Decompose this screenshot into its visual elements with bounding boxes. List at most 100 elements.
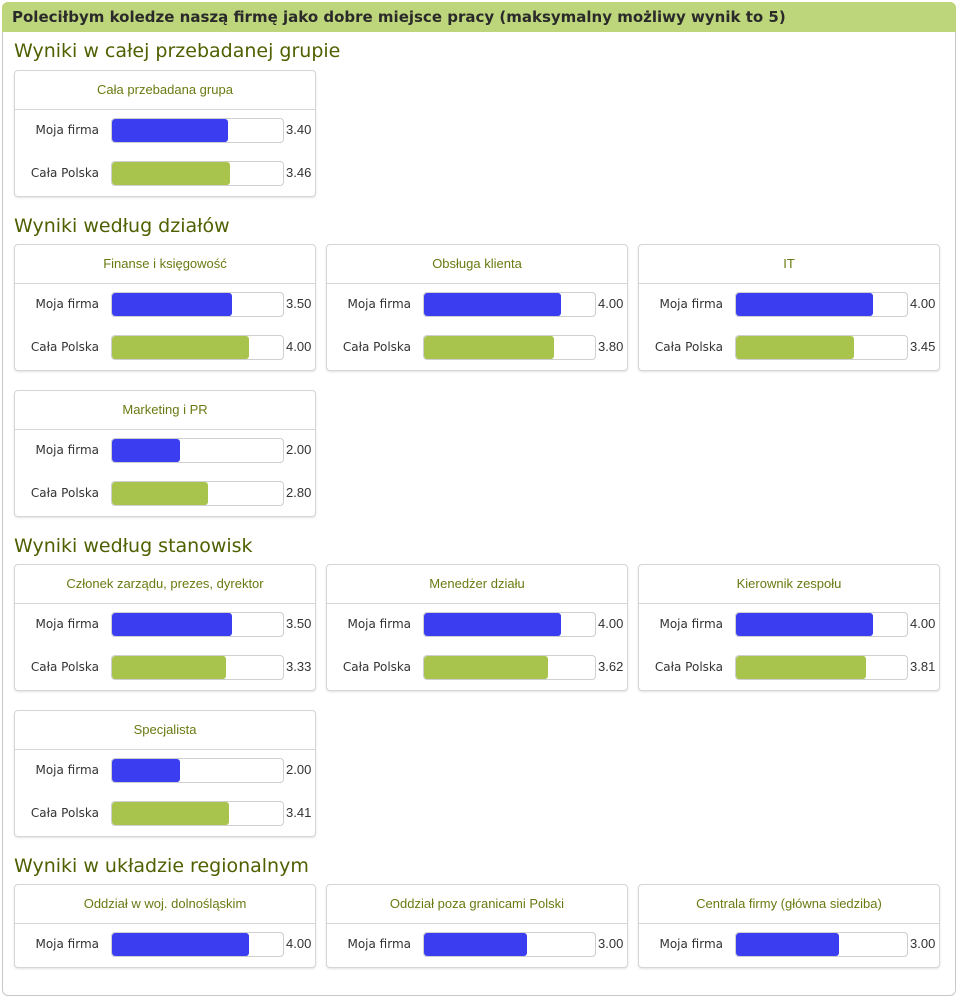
value-label: 3.50 xyxy=(286,296,312,311)
card-title: Centrala firmy (główna siedziba) xyxy=(639,885,939,924)
bar-cala-polska xyxy=(424,656,548,679)
bar-moja-firma xyxy=(736,613,873,636)
result-card: Oddział w woj. dolnośląskim Moja firma 4.0… xyxy=(14,884,316,968)
series-label: Moja firma xyxy=(659,937,723,951)
bar-track xyxy=(111,161,284,186)
bar-row: Cała Polska 3.33 xyxy=(15,647,315,690)
card-title: Oddział poza granicami Polski xyxy=(327,885,627,924)
card-title: Cała przebadana grupa xyxy=(15,71,315,110)
bar-moja-firma xyxy=(112,933,249,956)
series-label: Cała Polska xyxy=(30,340,99,354)
bar-moja-firma xyxy=(424,293,561,316)
bar-row: Moja firma 2.00 xyxy=(15,750,315,793)
card-title: Oddział w woj. dolnośląskim xyxy=(15,885,315,924)
series-label: Cała Polska xyxy=(654,660,723,674)
bar-track xyxy=(111,118,284,143)
series-label: Moja firma xyxy=(35,123,99,137)
value-label: 3.33 xyxy=(286,659,312,674)
bar-row: Cała Polska 3.62 xyxy=(327,647,627,690)
card-title: IT xyxy=(639,245,939,284)
series-label: Moja firma xyxy=(347,617,411,631)
bar-track xyxy=(423,932,596,957)
result-card: Cała przebadana grupa Moja firma 3.40 Cała … xyxy=(14,70,316,197)
series-label: Moja firma xyxy=(347,937,411,951)
bar-cala-polska xyxy=(112,802,229,825)
bar-row: Cała Polska 2.80 xyxy=(15,473,315,516)
bar-moja-firma xyxy=(112,119,228,142)
result-card: Menedżer działu Moja firma 4.00 Cała Polska… xyxy=(326,564,628,691)
bar-moja-firma xyxy=(112,759,180,782)
bar-cala-polska xyxy=(112,482,208,505)
value-label: 2.00 xyxy=(286,762,312,777)
bar-row: Moja firma 3.00 xyxy=(327,924,627,967)
series-label: Moja firma xyxy=(347,297,411,311)
bar-moja-firma xyxy=(424,613,561,636)
bar-track xyxy=(111,932,284,957)
bar-track xyxy=(423,655,596,680)
bar-track xyxy=(111,481,284,506)
bar-moja-firma xyxy=(112,293,232,316)
value-label: 3.00 xyxy=(598,936,624,951)
series-label: Cała Polska xyxy=(30,486,99,500)
value-label: 3.40 xyxy=(286,122,312,137)
report-header: Polecіłbym koledze naszą firmę jako dobr… xyxy=(2,2,956,32)
value-label: 4.00 xyxy=(910,616,936,631)
bar-track xyxy=(111,292,284,317)
value-label: 3.81 xyxy=(910,659,936,674)
series-label: Cała Polska xyxy=(30,806,99,820)
card-title: Członek zarządu, prezes, dyrektor xyxy=(15,565,315,604)
value-label: 4.00 xyxy=(910,296,936,311)
bar-track xyxy=(735,932,908,957)
bar-track xyxy=(423,335,596,360)
bar-moja-firma xyxy=(112,613,232,636)
series-label: Cała Polska xyxy=(654,340,723,354)
bar-row: Cała Polska 3.46 xyxy=(15,153,315,196)
result-card: Członek zarządu, prezes, dyrektor Moja fi… xyxy=(14,564,316,691)
bar-track xyxy=(423,612,596,637)
bar-track xyxy=(111,612,284,637)
bar-row: Cała Polska 3.80 xyxy=(327,327,627,370)
value-label: 3.41 xyxy=(286,805,312,820)
card-title: Specjalista xyxy=(15,711,315,750)
card-title: Marketing i PR xyxy=(15,391,315,430)
result-card: IT Moja firma 4.00 Cała Polska 3.45 xyxy=(638,244,940,371)
card-title: Obsługa klienta xyxy=(327,245,627,284)
bar-row: Moja firma 3.40 xyxy=(15,110,315,153)
value-label: 3.45 xyxy=(910,339,936,354)
bar-row: Moja firma 4.00 xyxy=(327,604,627,647)
bar-cala-polska xyxy=(736,336,854,359)
result-card: Marketing i PR Moja firma 2.00 Cała Polska 2… xyxy=(14,390,316,517)
bar-row: Moja firma 4.00 xyxy=(639,284,939,327)
result-card: Oddział poza granicami Polski Moja firma 3… xyxy=(326,884,628,968)
bar-track xyxy=(111,801,284,826)
series-label: Moja firma xyxy=(35,617,99,631)
bar-row: Moja firma 3.50 xyxy=(15,284,315,327)
bar-track xyxy=(735,292,908,317)
bar-moja-firma xyxy=(736,933,839,956)
section-title: Wyniki według działów xyxy=(14,215,230,237)
value-label: 3.80 xyxy=(598,339,624,354)
bar-row: Moja firma 2.00 xyxy=(15,430,315,473)
value-label: 2.00 xyxy=(286,442,312,457)
value-label: 4.00 xyxy=(598,296,624,311)
bar-moja-firma xyxy=(736,293,873,316)
bar-cala-polska xyxy=(424,336,554,359)
series-label: Cała Polska xyxy=(30,166,99,180)
value-label: 2.80 xyxy=(286,485,312,500)
bar-cala-polska xyxy=(112,162,230,185)
series-label: Moja firma xyxy=(35,763,99,777)
section-title: Wyniki według stanowisk xyxy=(14,535,253,557)
series-label: Cała Polska xyxy=(342,340,411,354)
bar-row: Cała Polska 4.00 xyxy=(15,327,315,370)
bar-row: Cała Polska 3.45 xyxy=(639,327,939,370)
bar-row: Moja firma 4.00 xyxy=(327,284,627,327)
bar-track xyxy=(111,758,284,783)
bar-row: Moja firma 4.00 xyxy=(15,924,315,967)
bar-moja-firma xyxy=(424,933,527,956)
bar-track xyxy=(735,335,908,360)
value-label: 3.00 xyxy=(910,936,936,951)
value-label: 3.50 xyxy=(286,616,312,631)
card-title: Finanse i księgowość xyxy=(15,245,315,284)
section-title: Wyniki w układzie regionalnym xyxy=(14,855,309,877)
bar-row: Moja firma 3.50 xyxy=(15,604,315,647)
